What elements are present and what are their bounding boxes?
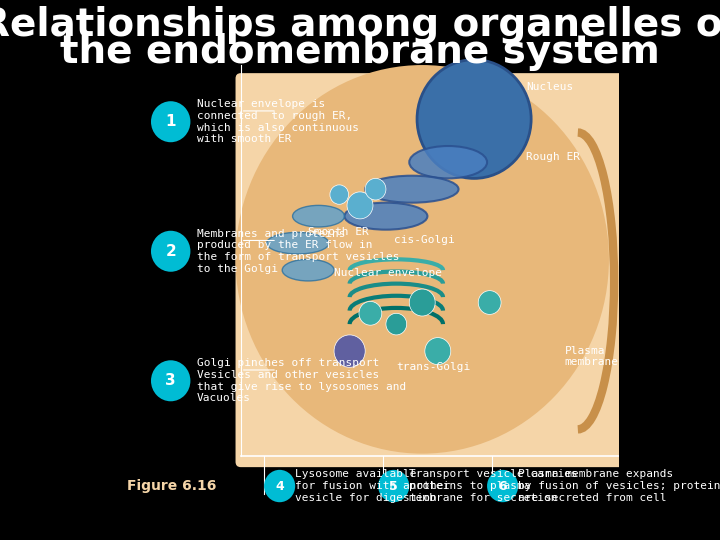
Ellipse shape — [344, 202, 428, 230]
Circle shape — [330, 185, 348, 204]
Text: Plasma membrane expands
by fusion of vesicles; proteins
are secreted from cell: Plasma membrane expands by fusion of ves… — [518, 469, 720, 503]
Text: 6: 6 — [498, 480, 507, 492]
Circle shape — [378, 470, 409, 502]
Text: Plasma
membrane: Plasma membrane — [565, 346, 619, 367]
Text: 1: 1 — [166, 114, 176, 129]
Ellipse shape — [282, 259, 334, 281]
Text: the endomembrane system: the endomembrane system — [60, 32, 660, 71]
Text: Transport vesicle carries
proteins to plasma
membrane for secretion: Transport vesicle carries proteins to pl… — [409, 469, 578, 503]
Circle shape — [386, 313, 407, 335]
Circle shape — [264, 470, 295, 502]
Ellipse shape — [409, 146, 487, 178]
Circle shape — [151, 231, 190, 272]
Circle shape — [425, 338, 451, 364]
Text: Relationships among organelles of: Relationships among organelles of — [0, 5, 720, 44]
Circle shape — [487, 470, 518, 502]
Text: Figure 6.16: Figure 6.16 — [127, 479, 216, 493]
Circle shape — [359, 301, 382, 325]
Circle shape — [347, 192, 373, 219]
Text: Nuclear envelope is
connected  to rough ER,
which is also continuous
with smooth: Nuclear envelope is connected to rough E… — [197, 99, 359, 144]
Text: Smooth ER: Smooth ER — [308, 227, 369, 238]
Ellipse shape — [292, 205, 344, 227]
Text: Membranes and proteins
produced by the ER flow in
the form of transport vesicles: Membranes and proteins produced by the E… — [197, 229, 399, 274]
Ellipse shape — [235, 65, 609, 454]
Text: Golgi pinches off transport
Vesicles and other vesicles
that give rise to lysoso: Golgi pinches off transport Vesicles and… — [197, 359, 406, 403]
Circle shape — [409, 289, 435, 316]
Text: 3: 3 — [166, 373, 176, 388]
Text: cis-Golgi: cis-Golgi — [394, 235, 454, 246]
Text: 2: 2 — [166, 244, 176, 259]
Circle shape — [151, 101, 190, 142]
Ellipse shape — [417, 59, 531, 178]
Circle shape — [478, 291, 501, 314]
Text: Lysosome available
for fusion with another
vesicle for digestion: Lysosome available for fusion with anoth… — [295, 469, 451, 503]
Text: Rough ER: Rough ER — [526, 152, 580, 162]
Circle shape — [151, 360, 190, 401]
Ellipse shape — [365, 176, 459, 202]
Text: Nuclear envelope: Nuclear envelope — [334, 268, 442, 278]
Circle shape — [334, 335, 365, 367]
Ellipse shape — [266, 232, 329, 254]
FancyBboxPatch shape — [235, 73, 624, 467]
Circle shape — [365, 178, 386, 200]
Text: Nucleus: Nucleus — [526, 82, 573, 92]
Text: 5: 5 — [390, 480, 398, 492]
Text: 4: 4 — [275, 480, 284, 492]
Text: trans-Golgi: trans-Golgi — [396, 362, 471, 372]
